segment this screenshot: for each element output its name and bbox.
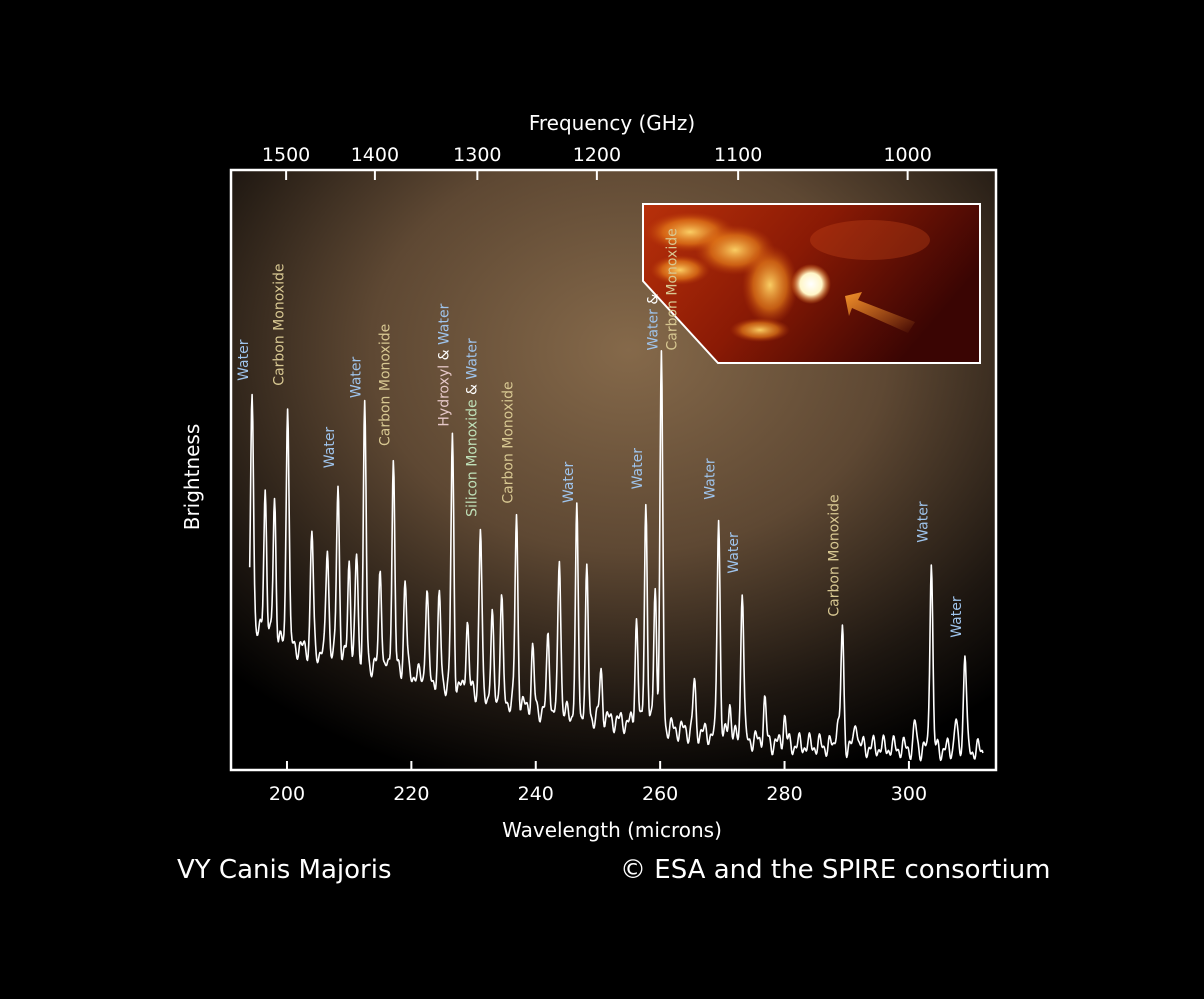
line-label: Water <box>561 461 577 503</box>
line-label: Carbon Monoxide <box>826 494 842 616</box>
x-tick-label: 240 <box>518 783 554 805</box>
x2-tick-label: 1500 <box>262 144 310 166</box>
x-tick-label: 200 <box>269 783 305 805</box>
line-label-part: Carbon Monoxide <box>501 381 517 503</box>
line-label-part: Carbon Monoxide <box>377 324 393 446</box>
line-label: Carbon Monoxide <box>272 263 288 385</box>
x-axis-title: Wavelength (microns) <box>502 818 722 842</box>
line-label: Water <box>630 448 646 490</box>
line-label-part: Silicon Monoxide <box>464 399 480 516</box>
line-label-part: Water <box>464 338 480 380</box>
line-label: Hydroxyl & Water <box>436 303 452 426</box>
line-label: Water <box>949 596 965 638</box>
inset-image <box>642 203 981 364</box>
line-label: Carbon Monoxide <box>501 381 517 503</box>
line-label: Carbon Monoxide <box>377 324 393 446</box>
line-label: Water <box>322 427 338 469</box>
object-name: VY Canis Majoris <box>177 855 392 885</box>
x2-tick-label: 1200 <box>573 144 621 166</box>
plot-frame <box>229 168 998 772</box>
line-label: Water <box>915 501 931 543</box>
x2-axis-title: Frequency (GHz) <box>529 111 695 135</box>
line-label-part: Water <box>561 461 577 503</box>
x-tick-label: 280 <box>766 783 802 805</box>
line-label-part: Water <box>630 448 646 490</box>
line-label: Water <box>726 532 742 574</box>
x2-tick-label: 1300 <box>453 144 501 166</box>
line-label-part: Water <box>703 458 719 500</box>
x2-tick-label: 1100 <box>714 144 762 166</box>
line-label: Water & <box>645 294 661 351</box>
line-label-part: Water <box>322 427 338 469</box>
line-label-part: Carbon Monoxide <box>272 263 288 385</box>
line-label-part: Carbon Monoxide <box>664 228 680 350</box>
line-label: Water <box>236 339 252 381</box>
line-label-part: Carbon Monoxide <box>826 494 842 616</box>
x-tick-label: 220 <box>393 783 429 805</box>
arrow-icon <box>845 292 915 333</box>
x2-tick-label: 1400 <box>351 144 399 166</box>
line-label-part: Water <box>645 309 661 351</box>
line-label: Carbon Monoxide <box>664 228 680 350</box>
spectrum-line <box>248 350 984 762</box>
x2-tick-label: 1000 <box>883 144 931 166</box>
line-label-part: Water <box>726 532 742 574</box>
y-axis-title: Brightness <box>180 424 204 531</box>
line-label-part: Water <box>436 303 452 345</box>
star-blob <box>791 264 831 304</box>
x-tick-label: 260 <box>642 783 678 805</box>
line-label-part: & <box>464 380 480 400</box>
line-label-part: & <box>645 294 661 309</box>
line-label: Silicon Monoxide & Water <box>464 338 480 517</box>
line-label-part: & <box>436 345 452 365</box>
line-label-part: Hydroxyl <box>436 365 452 427</box>
credit-text: © ESA and the SPIRE consortium <box>620 855 1051 885</box>
line-label: Water <box>349 356 365 398</box>
x-tick-label: 300 <box>891 783 927 805</box>
line-label: Water <box>703 458 719 500</box>
line-label-part: Water <box>236 339 252 381</box>
line-label-part: Water <box>949 596 965 638</box>
line-label-part: Water <box>349 356 365 398</box>
line-label-part: Water <box>915 501 931 543</box>
axis-ticks: 200 220 240 260 280 300 1500 1400 1300 1200 1100 10… <box>262 144 932 805</box>
